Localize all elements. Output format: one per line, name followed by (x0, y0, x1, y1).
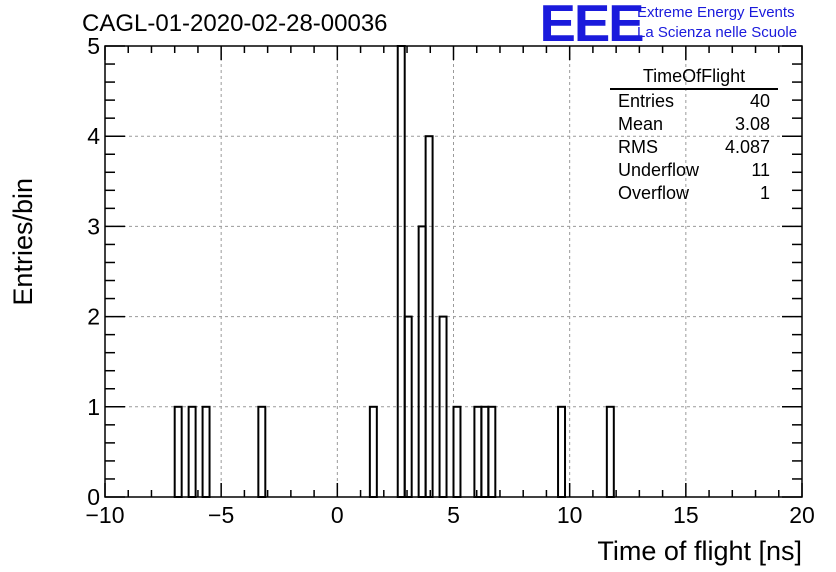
histogram-bin (480, 405, 490, 498)
histogram-bin (557, 405, 567, 498)
y-tick-label: 2 (87, 304, 100, 330)
x-tick-label: 10 (557, 502, 583, 528)
histogram-bin (257, 405, 267, 498)
stats-row-overflow: Overflow 1 (612, 182, 778, 205)
x-tick-label: 0 (331, 502, 344, 528)
y-tick-label: 4 (87, 123, 100, 149)
stats-row-underflow: Underflow 11 (612, 159, 778, 182)
histogram-bin (473, 405, 483, 498)
x-tick-label: 15 (673, 502, 699, 528)
y-axis-label: Entries/bin (8, 178, 38, 306)
brand-line-2: La Scienza nelle Scuole (637, 24, 798, 41)
stats-title: TimeOfFlight (610, 66, 778, 90)
histogram-series (173, 45, 615, 498)
stats-value: 1 (759, 183, 770, 203)
stats-label: Entries (618, 91, 675, 111)
y-tick-label: 0 (87, 484, 100, 510)
histogram-bin (605, 405, 615, 498)
y-tick-label: 3 (87, 213, 100, 239)
stats-row-mean: Mean 3.08 (612, 113, 778, 136)
histogram-bin (487, 405, 497, 498)
eee-logo: EEE (539, 0, 645, 53)
histogram-bin (452, 405, 462, 498)
stats-label: Underflow (618, 160, 700, 180)
stats-row-entries: Entries 40 (612, 90, 778, 113)
run-title: CAGL-01-2020-02-28-00036 (82, 10, 388, 37)
stats-label: RMS (618, 137, 658, 157)
stats-label: Overflow (618, 183, 690, 203)
histogram-bin (417, 225, 427, 498)
brand-line-1: Extreme Energy Events (637, 4, 795, 21)
x-tick-label: 20 (789, 502, 815, 528)
histogram-bin (396, 45, 406, 498)
y-tick-label: 5 (87, 33, 100, 59)
x-tick-label: −5 (208, 502, 234, 528)
x-tick-label: −10 (85, 502, 124, 528)
histogram-bin (187, 405, 197, 498)
axis-tick-labels: −10 −5 0 5 10 15 20 0 1 2 3 4 5 (85, 33, 814, 528)
axis-ticks (104, 45, 803, 498)
stats-value: 11 (751, 160, 770, 180)
stats-box: TimeOfFlight Entries 40 Mean 3.08 RMS 4.… (610, 66, 778, 205)
y-tick-label: 1 (87, 394, 100, 420)
histogram-bin (368, 405, 378, 498)
stats-value: 3.08 (734, 114, 770, 134)
stats-row-rms: RMS 4.087 (612, 136, 778, 159)
stats-value: 40 (749, 91, 770, 111)
x-axis-label: Time of flight [ns] (597, 536, 802, 566)
histogram-bin (201, 405, 211, 498)
histogram-bin (173, 405, 183, 498)
stats-value: 4.087 (724, 137, 770, 157)
x-tick-label: 5 (447, 502, 460, 528)
stats-label: Mean (618, 114, 664, 134)
